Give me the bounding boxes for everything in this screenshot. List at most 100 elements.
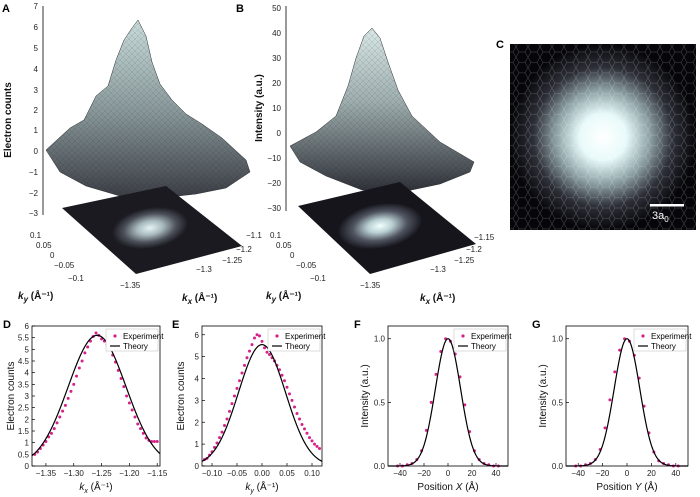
panel-a-z-tick: 2 bbox=[34, 106, 39, 115]
panel-d-ytick-label: 6 bbox=[25, 322, 30, 331]
panel-g: G 0.0 0.5 1.0 −40 −20 0 20 40 Intensity (a.u.) Pos… bbox=[532, 319, 692, 493]
panel-e-ylabel: Electron counts bbox=[176, 362, 187, 431]
panel-d-experiment-point bbox=[69, 389, 73, 393]
panel-e-experiment-point bbox=[230, 402, 234, 406]
panel-b-ky-label: ky (Å⁻¹) bbox=[266, 289, 301, 304]
panel-d: D 0 0.5 1 1.5 2 2.5 3 3.5 4 4.5 5 5.5 6 −1.35 −1.30 −1.2… bbox=[3, 319, 168, 495]
panel-e-experiment-point bbox=[260, 339, 264, 343]
panel-e-experiment-point bbox=[268, 352, 271, 356]
panel-b-ky-tick: 0.05 bbox=[276, 241, 292, 250]
panel-g-theory-line bbox=[566, 338, 688, 467]
panel-e-ytick-label: 5 bbox=[195, 353, 200, 362]
panel-e-experiment-point bbox=[315, 444, 319, 448]
panel-d-experiment-point bbox=[49, 431, 53, 435]
panel-e-ytick-label: 6 bbox=[195, 331, 200, 340]
panel-f-xtick-label: 20 bbox=[468, 469, 477, 478]
panel-b-ky-ticks: 0.1 0.05 0 −0.05 −0.1 bbox=[270, 231, 326, 283]
panel-a-ky-tick: 0.1 bbox=[30, 231, 42, 240]
panel-f-xtick-label: 40 bbox=[492, 469, 501, 478]
panel-d-xtick-label: −1.25 bbox=[91, 469, 112, 478]
panel-letter-f: F bbox=[354, 319, 361, 331]
panel-e-experiment-point bbox=[290, 398, 294, 402]
panel-d-ytick-label: 2.5 bbox=[18, 404, 30, 413]
panel-e-experiment-point bbox=[220, 430, 224, 434]
panel-g-legend-experiment-swatch bbox=[641, 334, 645, 338]
panel-d-experiment-point bbox=[66, 396, 70, 400]
panel-b-kx-tick: −1.25 bbox=[454, 256, 475, 265]
panel-e-experiment-point bbox=[250, 343, 254, 347]
panel-f-theory-line bbox=[388, 338, 508, 467]
panel-d-experiment-point bbox=[80, 359, 84, 363]
panel-e-experiment-point bbox=[313, 442, 316, 446]
panel-f-xtick-label: 0 bbox=[446, 469, 451, 478]
panel-f-xlabel: Position X (Å) bbox=[417, 480, 478, 493]
panel-e-legend-experiment-swatch bbox=[275, 334, 279, 338]
panel-e-experiment-point bbox=[228, 409, 231, 413]
panel-a-kx-tick: −1.2 bbox=[236, 245, 252, 254]
panel-e-xtick-label: 0.05 bbox=[279, 469, 295, 478]
panel-a-projection-spot bbox=[112, 207, 188, 249]
panel-d-ytick-label: 0 bbox=[25, 462, 30, 471]
panel-c-scalebar bbox=[650, 204, 684, 207]
panel-d-experiment-point bbox=[152, 440, 156, 443]
panel-b-z-tick: −10 bbox=[267, 154, 281, 163]
panel-letter-g: G bbox=[532, 319, 541, 331]
panel-b-z-tick: 40 bbox=[272, 29, 281, 38]
panel-f-experiment-point bbox=[429, 400, 433, 404]
panel-a-kx-tick: −1.3 bbox=[196, 265, 212, 274]
panel-e-experiment-point bbox=[280, 373, 284, 377]
panel-d-ytick-label: 4 bbox=[25, 369, 30, 378]
panel-e-experiment-point bbox=[245, 356, 249, 360]
panel-a-z-tick: 4 bbox=[34, 65, 39, 74]
panel-d-experiment-point bbox=[94, 331, 98, 335]
panel-d-ytick-label: 1 bbox=[25, 439, 30, 448]
panel-b-ky-tick: 0.1 bbox=[270, 231, 282, 240]
panel-e-ytick-label: 3 bbox=[195, 396, 200, 405]
panel-d-experiment-point bbox=[122, 385, 126, 389]
panel-f-xtick-label: −40 bbox=[393, 469, 407, 478]
panel-g-ytick-label: 0.5 bbox=[552, 398, 564, 407]
panel-b: B 50 40 30 20 10 0 −10 −20 −30 Intensity… bbox=[236, 3, 495, 306]
panel-d-experiment-point bbox=[75, 374, 79, 378]
panel-b-z-tick: 10 bbox=[272, 104, 281, 113]
panel-d-experiment-point bbox=[133, 415, 137, 419]
panel-g-xtick-label: −20 bbox=[596, 469, 610, 478]
panel-b-z-label: Intensity (a.u.) bbox=[254, 74, 265, 142]
panel-b-surface-mesh bbox=[290, 28, 474, 192]
panel-a-ky-tick: −0.05 bbox=[54, 261, 75, 270]
panel-d-ytick-label: 5 bbox=[25, 345, 30, 354]
panel-a-z-tick: 3 bbox=[34, 86, 39, 95]
panel-d-experiment-point bbox=[55, 421, 59, 425]
panel-f-experiment-point bbox=[463, 403, 467, 407]
panel-a-z-tick: 1 bbox=[34, 126, 39, 135]
panel-e-experiment-point bbox=[288, 392, 291, 396]
panel-d-experiment-point bbox=[125, 394, 129, 398]
panel-g-experiment-point bbox=[613, 370, 617, 374]
panel-e-experiment-point bbox=[238, 379, 241, 383]
panel-letter-b: B bbox=[236, 3, 244, 15]
panel-e-experiment-point bbox=[258, 334, 261, 338]
panel-a-ky-tick: 0 bbox=[50, 251, 55, 260]
panel-b-kx-label: kx (Å⁻¹) bbox=[420, 291, 455, 306]
panel-a-z-tick: 6 bbox=[34, 23, 39, 32]
panel-d-ytick-label: 2 bbox=[25, 415, 30, 424]
panel-g-xlabel: Position Y (Å) bbox=[596, 480, 657, 493]
panel-e-experiment-point bbox=[213, 445, 216, 449]
panel-e-experiment-point bbox=[215, 441, 219, 445]
panel-d-ytick-label: 3.5 bbox=[18, 380, 30, 389]
panel-d-experiment-point bbox=[63, 403, 67, 407]
panel-b-z-ticks: 50 40 30 20 10 0 −10 −20 −30 bbox=[267, 4, 281, 213]
panel-b-kx-ticks: −1.35 −1.3 −1.25 −1.2 −1.15 bbox=[360, 233, 495, 290]
panel-g-xtick-label: −40 bbox=[571, 469, 585, 478]
panel-e-legend-label: Theory bbox=[285, 342, 310, 351]
panel-g-legend-label: Experiment bbox=[651, 332, 692, 341]
panel-e-experiment-point bbox=[235, 386, 239, 390]
panel-a-z-tick: 0 bbox=[34, 147, 39, 156]
panel-e-xtick-label: −0.10 bbox=[202, 469, 223, 478]
panel-d-theory-line bbox=[31, 334, 161, 457]
panel-b-z-tick: −20 bbox=[267, 179, 281, 188]
panel-d-experiment-point bbox=[119, 377, 123, 380]
panel-d-legend-experiment-swatch bbox=[113, 334, 117, 338]
panel-d-experiment-point bbox=[155, 440, 159, 443]
